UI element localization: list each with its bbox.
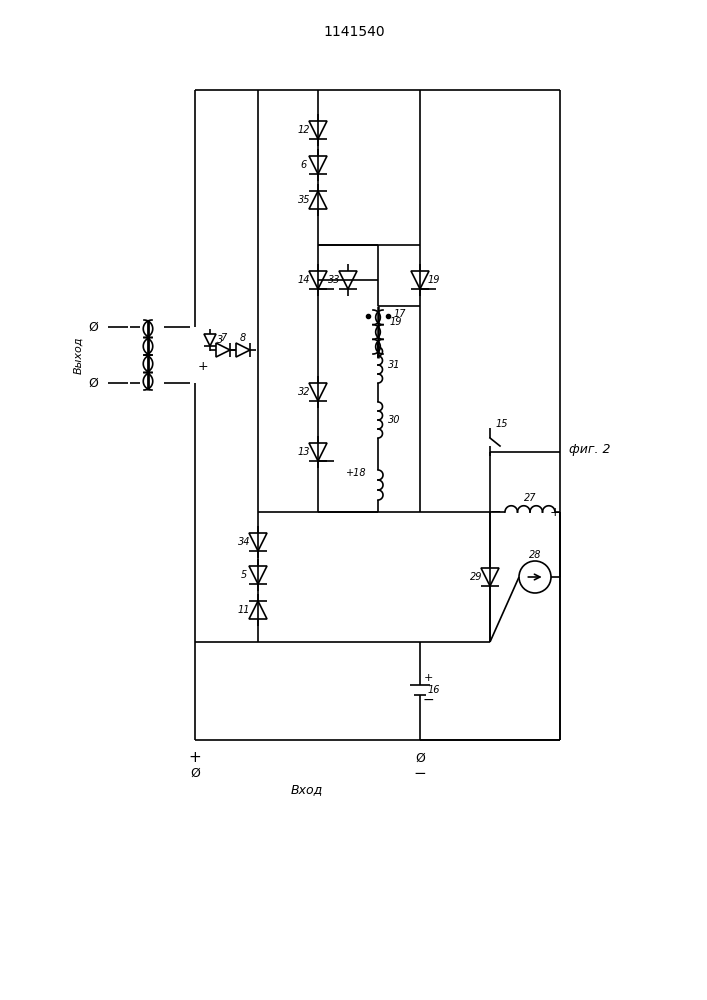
Text: Ø: Ø — [88, 376, 98, 389]
Text: 31: 31 — [387, 360, 400, 370]
Text: 14: 14 — [298, 275, 310, 285]
Text: 7: 7 — [220, 333, 226, 343]
Text: Ø: Ø — [88, 320, 98, 334]
Text: +: + — [189, 750, 201, 766]
Text: 29: 29 — [469, 572, 482, 582]
Text: 30: 30 — [387, 415, 400, 425]
Text: 13: 13 — [298, 447, 310, 457]
Text: 32: 32 — [298, 387, 310, 397]
Text: 33: 33 — [328, 275, 340, 285]
Text: 3: 3 — [217, 335, 223, 345]
Text: 8: 8 — [240, 333, 246, 343]
Text: 15: 15 — [496, 419, 508, 429]
Text: +: + — [198, 360, 209, 373]
Text: 27: 27 — [524, 493, 536, 503]
Text: −: − — [422, 693, 434, 707]
Text: −: − — [414, 766, 426, 780]
Text: Ø: Ø — [415, 752, 425, 764]
Text: 6: 6 — [301, 160, 307, 170]
Text: +18: +18 — [346, 468, 366, 478]
Text: +: + — [423, 673, 433, 683]
Text: Вход: Вход — [291, 784, 323, 796]
Text: 28: 28 — [529, 550, 542, 560]
Text: 17: 17 — [394, 309, 407, 319]
Text: Выход: Выход — [73, 336, 83, 374]
Text: +: + — [549, 506, 561, 518]
Text: 19: 19 — [390, 317, 402, 327]
Text: Ø: Ø — [190, 766, 200, 780]
Text: 35: 35 — [298, 195, 310, 205]
Text: фиг. 2: фиг. 2 — [569, 444, 611, 456]
Text: 5: 5 — [241, 570, 247, 580]
Text: −: − — [489, 505, 501, 519]
Text: 1141540: 1141540 — [323, 25, 385, 39]
Text: 11: 11 — [238, 605, 250, 615]
Text: 19: 19 — [428, 275, 440, 285]
Text: 12: 12 — [298, 125, 310, 135]
Text: 34: 34 — [238, 537, 250, 547]
Text: 16: 16 — [428, 685, 440, 695]
